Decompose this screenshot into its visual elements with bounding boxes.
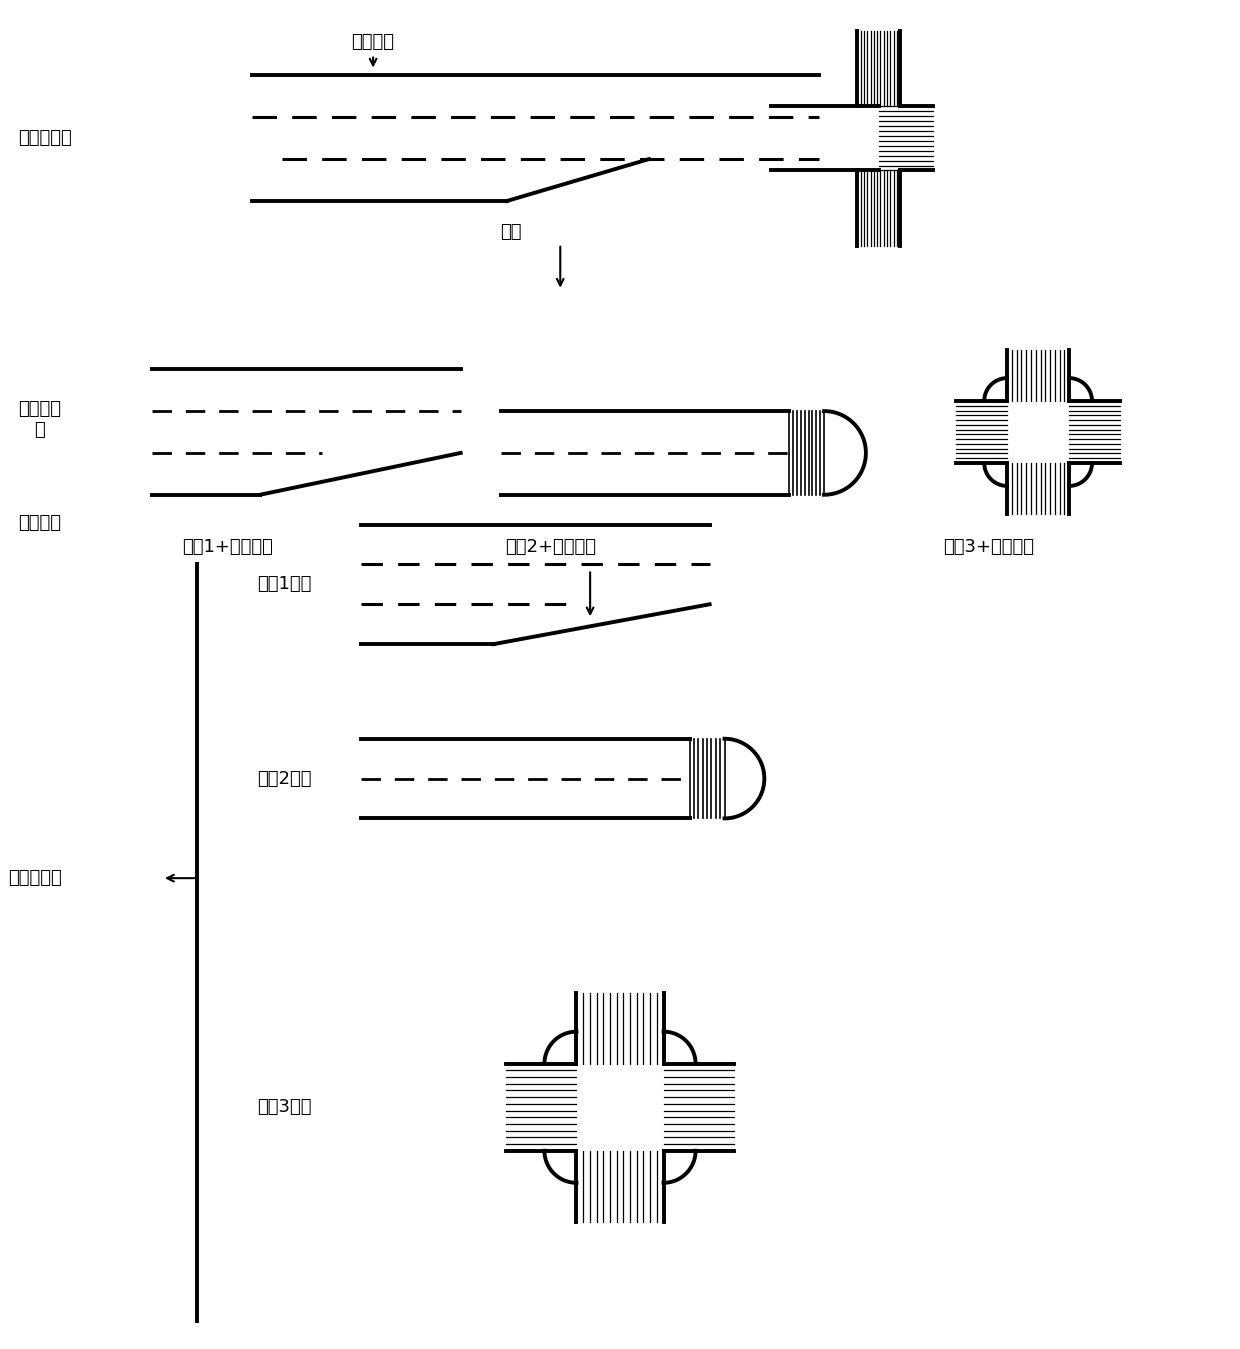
Text: 测试起点: 测试起点 xyxy=(351,32,394,51)
Text: 测试路段库: 测试路段库 xyxy=(7,869,62,888)
Text: 测试路径
段: 测试路径 段 xyxy=(17,401,61,438)
Text: 路段2+路段信息: 路段2+路段信息 xyxy=(505,537,595,556)
Text: 高精度地图: 高精度地图 xyxy=(17,130,72,147)
Text: 路段3信息: 路段3信息 xyxy=(257,1098,311,1116)
Text: 路段2信息: 路段2信息 xyxy=(257,769,311,788)
Text: 路段1信息: 路段1信息 xyxy=(257,576,311,594)
Text: 路段信息: 路段信息 xyxy=(17,514,61,532)
Text: 路段3+路段信息: 路段3+路段信息 xyxy=(944,537,1034,556)
Text: 路段1+路段信息: 路段1+路段信息 xyxy=(182,537,273,556)
Text: 分割: 分割 xyxy=(501,223,522,240)
